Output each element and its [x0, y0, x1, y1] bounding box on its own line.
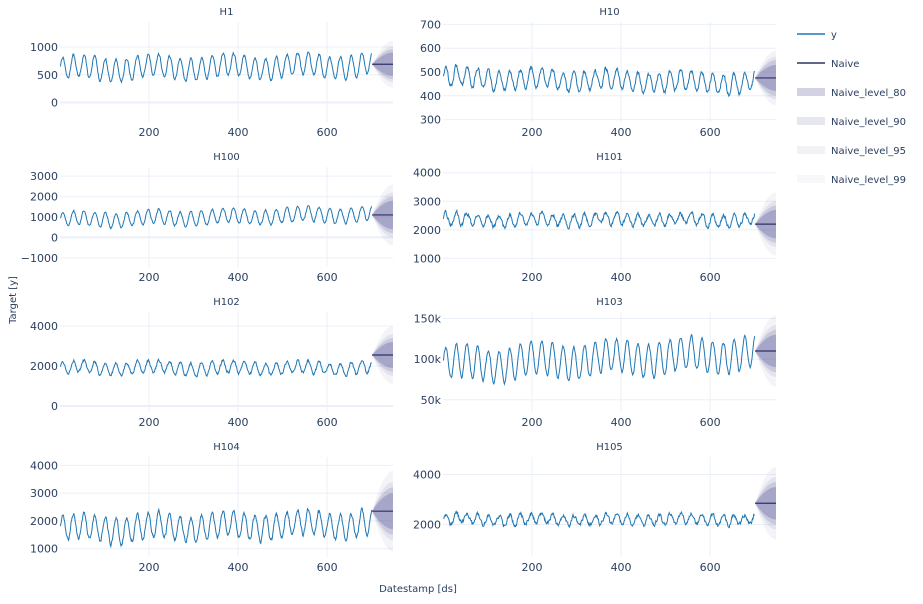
- subplot-title: H105: [596, 442, 623, 453]
- x-tick-label: 600: [700, 416, 721, 429]
- legend-item-y[interactable]: y: [797, 30, 837, 41]
- x-tick-label: 200: [139, 561, 160, 574]
- x-tick-label: 600: [700, 561, 721, 574]
- y-tick-label: 4000: [413, 469, 441, 482]
- y-tick-label: 2000: [30, 360, 58, 373]
- x-tick-label: 400: [228, 126, 249, 139]
- legend-label: Naive: [831, 59, 859, 70]
- x-tick-label: 400: [228, 561, 249, 574]
- x-tick-label: 600: [317, 271, 338, 284]
- y-tick-label: 2000: [30, 191, 58, 204]
- y-tick-label: 0: [51, 97, 58, 110]
- subplot-title: H1: [220, 7, 234, 18]
- x-tick-label: 200: [522, 126, 543, 139]
- y-tick-label: 50k: [421, 394, 442, 407]
- series-y-line: [442, 333, 756, 387]
- series-y-line: [59, 205, 373, 230]
- series-y-line: [442, 208, 756, 231]
- y-tick-label: 1000: [30, 543, 58, 556]
- x-tick-label: 400: [611, 126, 632, 139]
- legend-item-naive[interactable]: Naive: [797, 59, 859, 70]
- y-tick-label: 4000: [30, 320, 58, 333]
- y-tick-label: 400: [420, 90, 441, 103]
- y-tick-label: 3000: [30, 487, 58, 500]
- y-tick-label: −1000: [21, 252, 58, 265]
- x-tick-label: 400: [611, 561, 632, 574]
- x-tick-label: 200: [522, 271, 543, 284]
- y-tick-label: 150k: [414, 313, 442, 326]
- y-tick-label: 100k: [414, 353, 442, 366]
- legend-swatch: [797, 175, 825, 183]
- x-tick-label: 600: [700, 126, 721, 139]
- y-axis-title: Target [y]: [8, 276, 19, 325]
- legend-item-naive-level-95[interactable]: Naive_level_95: [797, 146, 906, 157]
- x-axis-title: Datestamp [ds]: [379, 584, 457, 595]
- legend: y Naive Naive_level_80 Naive_level_90 Naive_…: [797, 30, 906, 186]
- subplot-h10: H10 200 400 600 300 400 500 600 700: [420, 7, 776, 139]
- y-tick-label: 600: [420, 42, 441, 55]
- y-tick-label: 3000: [30, 170, 58, 183]
- legend-label: Naive_level_95: [831, 146, 906, 157]
- x-tick-label: 600: [317, 126, 338, 139]
- legend-swatch: [797, 88, 825, 96]
- x-tick-label: 400: [228, 271, 249, 284]
- x-tick-label: 400: [228, 416, 249, 429]
- y-tick-label: 300: [420, 114, 441, 127]
- legend-label: Naive_level_80: [831, 88, 906, 99]
- legend-swatch: [797, 117, 825, 125]
- series-y-line: [59, 357, 373, 378]
- subplot-h105: H105 200 400 600 2000 4000: [413, 442, 776, 574]
- series-y-line: [442, 63, 755, 98]
- x-tick-label: 400: [611, 416, 632, 429]
- x-tick-label: 600: [700, 271, 721, 284]
- series-y-line: [59, 51, 373, 84]
- series-y-line: [59, 507, 373, 549]
- x-tick-label: 200: [139, 271, 160, 284]
- subplot-title: H101: [596, 152, 623, 163]
- y-tick-label: 1000: [30, 211, 58, 224]
- y-tick-label: 2000: [30, 515, 58, 528]
- y-tick-label: 3000: [413, 195, 441, 208]
- subplot-h104: H104 200 400 600 1000 2000 3000 4000: [30, 442, 393, 574]
- legend-swatch: [797, 146, 825, 154]
- y-tick-label: 0: [51, 231, 58, 244]
- subplot-h1: H1 200 400 600 0 500 1000: [30, 7, 393, 139]
- x-tick-label: 600: [317, 561, 338, 574]
- legend-label: Naive_level_90: [831, 117, 906, 128]
- x-tick-label: 200: [139, 126, 160, 139]
- x-tick-label: 200: [522, 561, 543, 574]
- y-tick-label: 4000: [30, 459, 58, 472]
- subplot-title: H102: [213, 297, 240, 308]
- y-tick-label: 500: [37, 69, 58, 82]
- y-tick-label: 1000: [30, 41, 58, 54]
- x-tick-label: 400: [611, 271, 632, 284]
- y-tick-label: 500: [420, 66, 441, 79]
- subplot-h101: H101 200 400 600 1000 2000 3000 4000: [413, 152, 776, 284]
- series-y-line: [443, 510, 756, 529]
- x-tick-label: 200: [139, 416, 160, 429]
- legend-item-naive-level-99[interactable]: Naive_level_99: [797, 175, 906, 186]
- y-tick-label: 2000: [413, 224, 441, 237]
- y-tick-label: 2000: [413, 519, 441, 532]
- subplot-title: H104: [213, 442, 240, 453]
- y-tick-label: 4000: [413, 167, 441, 180]
- legend-label: Naive_level_99: [831, 175, 906, 186]
- y-tick-label: 1000: [413, 252, 441, 265]
- subplot-title: H103: [596, 297, 623, 308]
- x-tick-label: 200: [522, 416, 543, 429]
- subplot-h102: H102 200 400 600 0 2000 4000: [30, 297, 393, 429]
- legend-item-naive-level-80[interactable]: Naive_level_80: [797, 88, 906, 99]
- y-tick-label: 0: [51, 400, 58, 413]
- subplot-title: H100: [213, 152, 240, 163]
- y-tick-label: 700: [420, 18, 441, 31]
- subplot-h100: H100 200 400 600 −1000 0 1000 2000 3000: [21, 152, 393, 284]
- legend-item-naive-level-90[interactable]: Naive_level_90: [797, 117, 906, 128]
- legend-label: y: [831, 30, 837, 41]
- subplot-h103: H103 200 400 600 50k 100k 150k: [414, 297, 776, 429]
- x-tick-label: 600: [317, 416, 338, 429]
- subplot-title: H10: [599, 7, 619, 18]
